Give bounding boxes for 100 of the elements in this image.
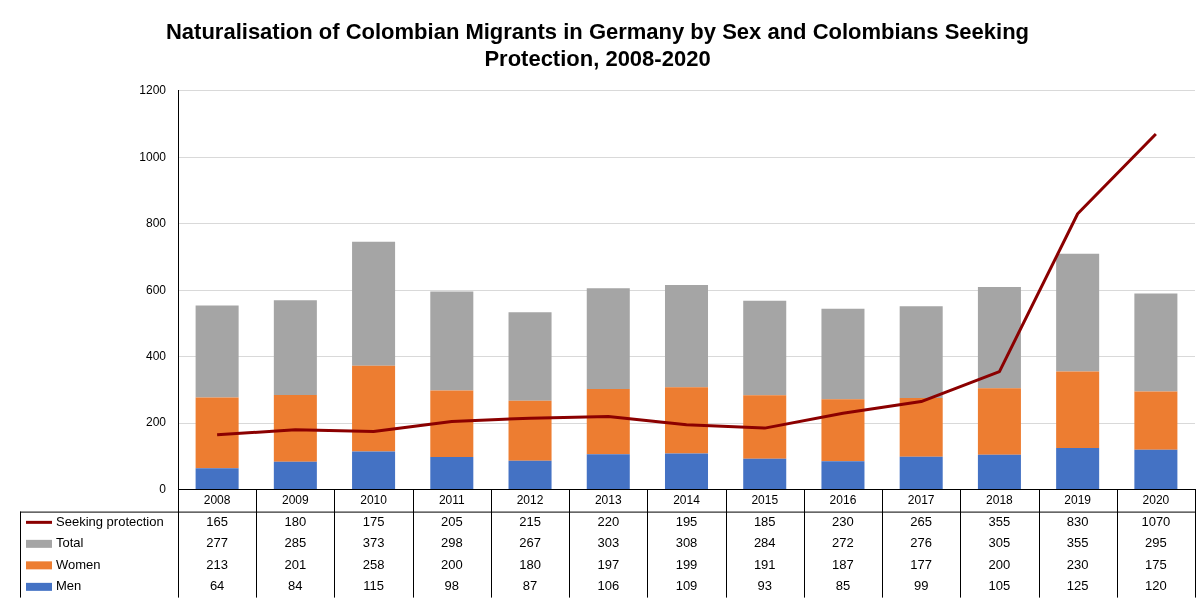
legend-label: Men [56, 578, 82, 594]
data-label: 201 [284, 556, 307, 572]
bar [508, 400, 552, 461]
data-label: 98 [444, 578, 460, 594]
data-label: 180 [284, 513, 307, 529]
bar [899, 456, 943, 490]
data-label: 272 [832, 535, 854, 551]
data-label: 84 [288, 578, 303, 594]
bar [352, 451, 396, 490]
data-label: 200 [440, 556, 463, 572]
data-label: 220 [597, 513, 620, 529]
data-label: 120 [1145, 578, 1167, 594]
data-label: 105 [988, 578, 1011, 594]
bar [1134, 293, 1178, 392]
data-label: 1070 [1141, 513, 1171, 529]
bar [430, 457, 474, 490]
data-label: 277 [206, 535, 228, 551]
legend-label: Women [56, 556, 101, 572]
bar [508, 312, 552, 401]
data-label: 355 [1066, 535, 1089, 551]
bar [743, 395, 787, 459]
data-label: 308 [675, 535, 698, 551]
bar [821, 399, 865, 462]
y-tick-label: 400 [145, 348, 167, 363]
data-label: 175 [362, 513, 385, 529]
y-tick-label: 200 [145, 415, 167, 430]
data-label: 284 [753, 535, 776, 551]
x-tick-label: 2014 [673, 493, 701, 508]
data-label: 175 [1145, 556, 1167, 572]
bar [352, 241, 396, 366]
bar [664, 453, 709, 490]
bar [1134, 449, 1178, 490]
y-tick-label: 1000 [139, 149, 167, 164]
data-label: 215 [519, 513, 541, 529]
x-tick-label: 2009 [281, 493, 310, 508]
bar [195, 305, 239, 398]
bar [273, 461, 317, 490]
data-label: 185 [753, 513, 776, 529]
data-label: 295 [1145, 535, 1167, 551]
data-label: 125 [1066, 578, 1089, 594]
y-tick-label: 800 [145, 216, 167, 231]
x-tick-label: 2013 [594, 493, 622, 508]
x-tick-label: 2020 [1142, 493, 1170, 508]
x-tick-label: 2016 [829, 493, 857, 508]
data-label: 298 [440, 535, 463, 551]
bar [586, 454, 630, 490]
bar [977, 286, 1021, 389]
bar [430, 390, 474, 458]
x-tick-label: 2010 [360, 493, 388, 508]
data-label: 200 [988, 556, 1011, 572]
legend-label: Seeking protection [56, 513, 164, 529]
bar [899, 397, 943, 457]
bar [273, 300, 317, 395]
data-label: 87 [522, 578, 538, 594]
chart-title: Naturalisation of Colombian Migrants in Germany by Sex and Colombians Seeking Protection, 2008-2020 [165, 19, 1030, 71]
data-label: 830 [1066, 513, 1089, 529]
bar [1056, 448, 1100, 490]
data-label: 303 [597, 535, 620, 551]
data-label: 85 [835, 578, 851, 594]
x-tick-label: 2019 [1064, 493, 1092, 508]
bar [586, 388, 630, 455]
data-label: 191 [753, 556, 776, 572]
data-label: 267 [519, 535, 541, 551]
bar [1056, 253, 1100, 372]
data-label: 205 [440, 513, 463, 529]
bar [664, 387, 709, 454]
bar [508, 460, 552, 490]
data-label: 213 [206, 556, 228, 572]
bar [430, 291, 474, 391]
bar [977, 454, 1021, 490]
y-tick-label: 600 [145, 282, 167, 297]
bar [977, 388, 1021, 455]
data-label: 180 [519, 556, 541, 572]
x-tick-label: 2011 [438, 493, 466, 508]
bar [743, 300, 787, 396]
y-tick-label: 0 [159, 481, 167, 496]
data-label: 177 [910, 556, 933, 572]
bar [195, 468, 239, 490]
x-tick-label: 2015 [751, 493, 779, 508]
x-tick-label: 2018 [986, 493, 1014, 508]
bar [195, 397, 239, 469]
x-tick-label: 2008 [203, 493, 231, 508]
bar [664, 284, 709, 388]
bar [586, 288, 630, 389]
data-label: 230 [832, 513, 854, 529]
bar [821, 461, 865, 490]
bar [821, 308, 865, 400]
y-tick-label: 1200 [139, 83, 167, 98]
data-label: 64 [209, 578, 225, 594]
data-label: 165 [206, 513, 228, 529]
data-label: 197 [597, 556, 620, 572]
data-label: 230 [1066, 556, 1089, 572]
data-label: 99 [913, 578, 929, 594]
data-label: 285 [284, 535, 307, 551]
legend-label: Total [56, 535, 84, 551]
bar [273, 394, 317, 462]
data-label: 106 [597, 578, 620, 594]
data-label: 109 [675, 578, 698, 594]
bar [743, 458, 787, 490]
x-tick-label: 2017 [907, 493, 935, 508]
